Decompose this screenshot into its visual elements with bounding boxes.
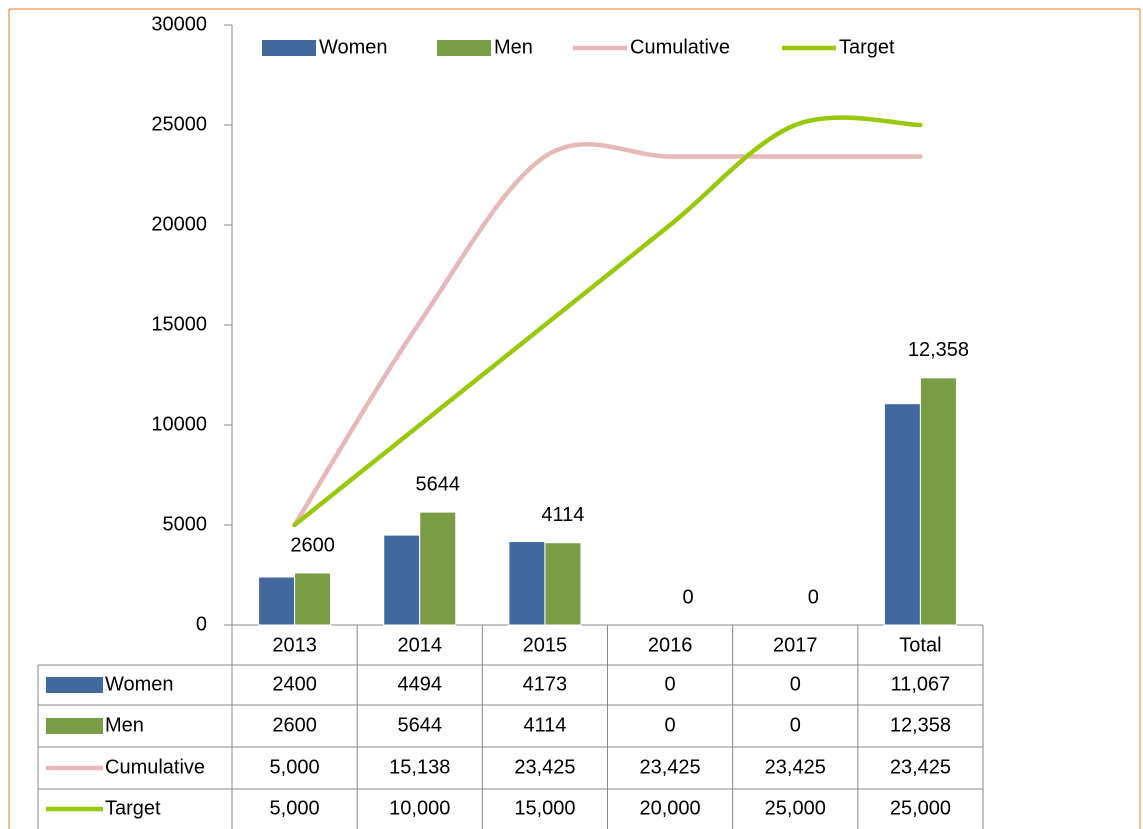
bar <box>383 534 421 626</box>
y-tick-label: 15000 <box>151 313 207 335</box>
x-tick-label: 2013 <box>272 634 317 656</box>
table-key <box>46 718 103 734</box>
table-cell: 2600 <box>272 714 317 736</box>
data-label: 4114 <box>541 504 584 526</box>
table-cell: 20,000 <box>639 797 700 819</box>
bar <box>883 403 921 626</box>
bar <box>508 541 546 626</box>
table-cell: 0 <box>790 673 801 695</box>
table-cell: 23,425 <box>639 756 700 778</box>
table-row-label: Cumulative <box>105 756 205 778</box>
table-key <box>46 677 103 693</box>
table-row-label: Women <box>105 673 174 695</box>
data-label: 0 <box>808 586 819 608</box>
table-cell: 0 <box>665 714 676 736</box>
x-tick-label: 2014 <box>398 634 443 656</box>
legend-swatch <box>262 40 316 56</box>
table-cell: 25,000 <box>890 797 951 819</box>
line <box>292 141 923 528</box>
legend-label: Men <box>494 36 533 58</box>
table-cell: 11,067 <box>891 673 951 695</box>
table-cell: 23,425 <box>765 756 826 778</box>
legend-swatch <box>437 40 491 56</box>
table-cell: 4494 <box>398 673 443 695</box>
bar <box>294 572 332 626</box>
table-cell: 25,000 <box>765 797 826 819</box>
table-row-label: Target <box>105 797 161 819</box>
bar <box>258 576 296 626</box>
table-cell: 0 <box>665 673 676 695</box>
y-tick-label: 20000 <box>151 213 207 235</box>
x-tick-label: 2017 <box>773 634 818 656</box>
table-cell: 4114 <box>523 714 566 736</box>
table-cell: 2400 <box>272 673 317 695</box>
table-cell: 5,000 <box>270 756 320 778</box>
table-cell: 12,358 <box>890 714 951 736</box>
table-cell: 10,000 <box>389 797 450 819</box>
table-cell: 0 <box>790 714 801 736</box>
y-tick-label: 5000 <box>163 513 208 535</box>
table-cell: 5644 <box>398 714 443 736</box>
y-tick-label: 0 <box>196 613 207 635</box>
table-cell: 15,138 <box>389 756 450 778</box>
table-cell: 23,425 <box>890 756 951 778</box>
data-label: 2600 <box>290 534 335 556</box>
legend-label: Target <box>839 36 895 58</box>
data-label: 12,358 <box>908 339 969 361</box>
legend-label: Cumulative <box>630 36 730 58</box>
y-tick-label: 30000 <box>151 13 207 35</box>
table-row-label: Men <box>105 714 144 736</box>
bar <box>919 377 957 626</box>
x-tick-label: Total <box>899 634 941 656</box>
y-tick-label: 10000 <box>151 413 207 435</box>
line <box>292 115 923 528</box>
data-label: 0 <box>683 586 694 608</box>
y-tick-label: 25000 <box>151 113 207 135</box>
x-tick-label: 2016 <box>648 634 693 656</box>
table-cell: 5,000 <box>270 797 320 819</box>
table-cell: 23,425 <box>514 756 575 778</box>
table-cell: 4173 <box>523 673 568 695</box>
data-label: 5644 <box>416 473 461 495</box>
bar <box>544 542 582 626</box>
table-cell: 15,000 <box>514 797 575 819</box>
x-tick-label: 2015 <box>523 634 568 656</box>
legend-label: Women <box>319 36 388 58</box>
bar <box>419 511 457 626</box>
